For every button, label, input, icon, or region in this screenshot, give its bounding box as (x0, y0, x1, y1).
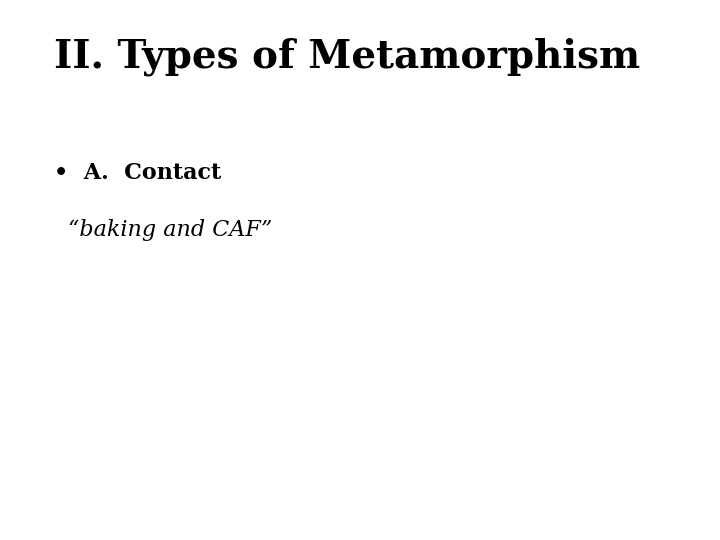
Text: II. Types of Metamorphism: II. Types of Metamorphism (54, 38, 640, 76)
Text: •  A.  Contact: • A. Contact (54, 162, 221, 184)
Text: “baking and CAF”: “baking and CAF” (68, 219, 273, 241)
